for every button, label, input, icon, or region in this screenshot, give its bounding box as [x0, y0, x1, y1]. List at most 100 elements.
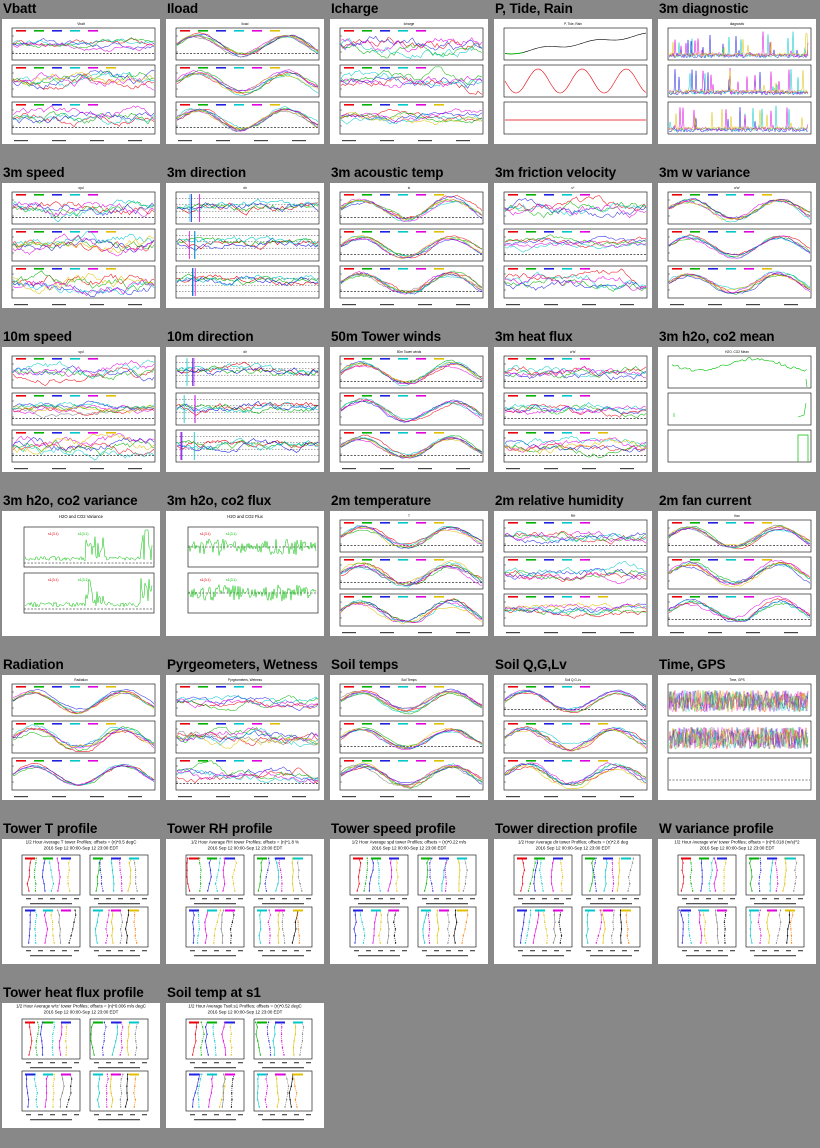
svg-text:2016 Sep 12 00:00-Sep 12 23:00: 2016 Sep 12 00:00-Sep 12 23:00 EDT — [44, 846, 119, 851]
plot-thumbnail-3m-h2o-co2-flux[interactable]: H2O and CO2 Flux s1(3.1) s1(3.1) s1(3.1) s1(… — [166, 511, 324, 636]
svg-text:spd: spd — [78, 350, 83, 354]
plot-title-vbatt: Vbatt — [3, 1, 37, 16]
plot-image-10m-direction: dir — [175, 350, 320, 463]
plot-cell-3m-direction: 3m direction dir — [166, 164, 326, 328]
plot-thumbnail-2m-relative-humidity[interactable]: RH — [494, 511, 652, 636]
plot-image-3m-acoustic-temp: tc — [339, 186, 484, 306]
plot-thumbnail-tower-direction-profile[interactable]: 1/2 Hour Average dir tower Profiles; off… — [494, 839, 652, 964]
plot-thumbnail-2m-fan-current[interactable]: Ifan — [658, 511, 816, 636]
plot-thumbnail-soil-q-g-lv[interactable]: Soil Q,G,Lv — [494, 675, 652, 800]
plot-image-3m-h2o-co2-variance: H2O and CO2 Variance s1(3.1) s1(3.1) s1(3.1… — [23, 514, 155, 614]
plot-thumbnail-3m-speed[interactable]: spd — [2, 183, 160, 308]
plot-thumbnail-3m-diagnostic[interactable]: diagnostic — [658, 19, 816, 144]
plot-image-tower-speed-profile: 1/2 Hour Average spd tower Profiles; off… — [349, 840, 477, 957]
svg-text:1/2 Hour Average w'tc' tower P: 1/2 Hour Average w'tc' tower Profiles; o… — [16, 1004, 146, 1009]
plot-thumbnail-pyrgeometers-wetness[interactable]: Pyrgeometers, Wetness — [166, 675, 324, 800]
plot-thumbnail-tower-heat-flux-profile[interactable]: 1/2 Hour Average w'tc' tower Profiles; o… — [2, 1003, 160, 1128]
svg-text:2016 Sep 12 00:00-Sep 12 23:00: 2016 Sep 12 00:00-Sep 12 23:00 EDT — [700, 846, 775, 851]
plot-image-pyrgeometers-wetness: Pyrgeometers, Wetness — [175, 678, 320, 798]
plot-cell-pyrgeometers-wetness: Pyrgeometers, Wetness Pyrgeometers, Wetne… — [166, 656, 326, 820]
svg-text:s1(3.1): s1(3.1) — [78, 532, 89, 536]
plot-title-tower-speed-profile: Tower speed profile — [331, 821, 456, 836]
plot-thumbnail-3m-direction[interactable]: dir — [166, 183, 324, 308]
svg-text:s1(3.1): s1(3.1) — [48, 532, 59, 536]
plot-image-p-tide-rain: P, Tide, Rain — [503, 22, 648, 135]
svg-text:Ifan: Ifan — [734, 514, 740, 518]
plot-title-2m-fan-current: 2m fan current — [659, 493, 752, 508]
plot-cell-10m-direction: 10m direction dir — [166, 328, 326, 492]
plot-thumbnail-tower-speed-profile[interactable]: 1/2 Hour Average spd tower Profiles; off… — [330, 839, 488, 964]
plot-thumbnail-vbatt[interactable]: Vbatt — [2, 19, 160, 144]
plot-thumbnail-2m-temperature[interactable]: T — [330, 511, 488, 636]
plot-image-vbatt: Vbatt — [11, 22, 156, 142]
plot-cell-icharge: Icharge Icharge — [330, 0, 490, 164]
plot-cell-soil-temp-at-s1: Soil temp at s1 1/2 Hour Average Tsoil.s1… — [166, 984, 326, 1148]
plot-title-3m-h2o-co2-variance: 3m h2o, co2 variance — [3, 493, 138, 508]
plot-cell-w-variance-profile: W variance profile 1/2 Hour Average w'w' … — [658, 820, 818, 984]
plot-image-w-variance-profile: 1/2 Hour Average w'w' tower Profiles; of… — [674, 840, 805, 957]
plot-title-10m-direction: 10m direction — [167, 329, 254, 344]
plot-image-2m-temperature: T — [339, 514, 484, 634]
svg-text:dir: dir — [243, 350, 247, 354]
svg-text:Vbatt: Vbatt — [77, 22, 85, 26]
svg-text:s1(3.1): s1(3.1) — [78, 578, 89, 582]
plot-cell-soil-temps: Soil temps Soil Temps — [330, 656, 490, 820]
plot-cell-tower-heat-flux-profile: Tower heat flux profile 1/2 Hour Average … — [2, 984, 162, 1148]
plot-cell-2m-relative-humidity: 2m relative humidity RH — [494, 492, 654, 656]
plot-thumbnail-time-gps[interactable]: Time, GPS — [658, 675, 816, 800]
plot-thumbnail-3m-acoustic-temp[interactable]: tc — [330, 183, 488, 308]
plot-thumbnail-3m-h2o-co2-mean[interactable]: H2O, CO2 Mean — [658, 347, 816, 472]
plot-thumbnail-icharge[interactable]: Icharge — [330, 19, 488, 144]
plot-thumbnail-w-variance-profile[interactable]: 1/2 Hour Average w'w' tower Profiles; of… — [658, 839, 816, 964]
plot-cell-3m-h2o-co2-flux: 3m h2o, co2 flux H2O and CO2 Flux s1(3.1) s… — [166, 492, 326, 656]
plot-cell-vbatt: Vbatt Vbatt — [2, 0, 162, 164]
plot-cell-3m-speed: 3m speed spd — [2, 164, 162, 328]
svg-text:w'w': w'w' — [734, 186, 740, 190]
plot-title-w-variance-profile: W variance profile — [659, 821, 774, 836]
plot-thumbnail-tower-rh-profile[interactable]: 1/2 Hour Average RH tower Profiles; offs… — [166, 839, 324, 964]
plot-thumbnail-10m-speed[interactable]: spd — [2, 347, 160, 472]
plot-image-3m-direction: dir — [175, 186, 320, 299]
plot-image-3m-heat-flux: w'tc' — [503, 350, 648, 470]
svg-text:1/2 Hour Average RH tower Prof: 1/2 Hour Average RH tower Profiles; offs… — [191, 840, 299, 845]
plot-title-3m-h2o-co2-flux: 3m h2o, co2 flux — [167, 493, 272, 508]
svg-text:T: T — [408, 514, 410, 518]
plot-image-3m-h2o-co2-flux: H2O and CO2 Flux s1(3.1) s1(3.1) s1(3.1) s1(… — [187, 514, 319, 614]
plot-image-icharge: Icharge — [339, 22, 484, 142]
plot-thumbnail-3m-h2o-co2-variance[interactable]: H2O and CO2 Variance s1(3.1) s1(3.1) s1(3.1… — [2, 511, 160, 636]
svg-text:Radiation: Radiation — [74, 678, 88, 682]
plot-thumbnail-10m-direction[interactable]: dir — [166, 347, 324, 472]
plot-thumbnail-3m-heat-flux[interactable]: w'tc' — [494, 347, 652, 472]
plot-image-2m-relative-humidity: RH — [503, 514, 648, 634]
svg-text:1/2 Hour Average w'w' tower Pr: 1/2 Hour Average w'w' tower Profiles; of… — [674, 840, 800, 845]
plot-thumbnail-soil-temp-at-s1[interactable]: 1/2 Hour Average Tsoil.s1 Profiles; offs… — [166, 1003, 324, 1128]
plot-thumbnail-50m-tower-winds[interactable]: 50m Tower winds — [330, 347, 488, 472]
plot-thumbnail-tower-t-profile[interactable]: 1/2 Hour Average T tower Profiles; offse… — [2, 839, 160, 964]
plot-title-3m-speed: 3m speed — [3, 165, 65, 180]
plot-title-p-tide-rain: P, Tide, Rain — [495, 1, 573, 16]
plot-thumbnail-soil-temps[interactable]: Soil Temps — [330, 675, 488, 800]
plot-title-radiation: Radiation — [3, 657, 64, 672]
svg-text:1/2 Hour Average spd tower Pro: 1/2 Hour Average spd tower Profiles; off… — [352, 840, 467, 845]
plot-thumbnail-3m-friction-velocity[interactable]: u* — [494, 183, 652, 308]
svg-text:u*: u* — [571, 186, 575, 190]
plot-title-pyrgeometers-wetness: Pyrgeometers, Wetness — [167, 657, 318, 672]
plot-cell-radiation: Radiation Radiation — [2, 656, 162, 820]
svg-text:Iload: Iload — [242, 22, 249, 26]
plot-cell-3m-heat-flux: 3m heat flux w'tc' — [494, 328, 654, 492]
plot-image-3m-h2o-co2-mean: H2O, CO2 Mean — [667, 350, 812, 463]
svg-text:1/2 Hour Average T tower Profi: 1/2 Hour Average T tower Profiles; offse… — [26, 840, 137, 845]
plot-thumbnail-iload[interactable]: Iload — [166, 19, 324, 144]
plot-image-tower-direction-profile: 1/2 Hour Average dir tower Profiles; off… — [513, 840, 641, 957]
plot-image-10m-speed: spd — [11, 350, 156, 470]
plot-thumbnail-p-tide-rain[interactable]: P, Tide, Rain — [494, 19, 652, 144]
plot-image-soil-q-g-lv: Soil Q,G,Lv — [503, 678, 648, 798]
svg-text:1/2 Hour Average Tsoil.s1 Prof: 1/2 Hour Average Tsoil.s1 Profiles; offs… — [188, 1004, 301, 1009]
svg-text:s1(3.1): s1(3.1) — [200, 532, 211, 536]
plot-thumbnail-3m-w-variance[interactable]: w'w' — [658, 183, 816, 308]
plot-title-tower-rh-profile: Tower RH profile — [167, 821, 273, 836]
plot-title-3m-acoustic-temp: 3m acoustic temp — [331, 165, 444, 180]
plot-image-2m-fan-current: Ifan — [667, 514, 812, 634]
plot-thumbnail-radiation[interactable]: Radiation — [2, 675, 160, 800]
plot-cell-2m-fan-current: 2m fan current Ifan — [658, 492, 818, 656]
